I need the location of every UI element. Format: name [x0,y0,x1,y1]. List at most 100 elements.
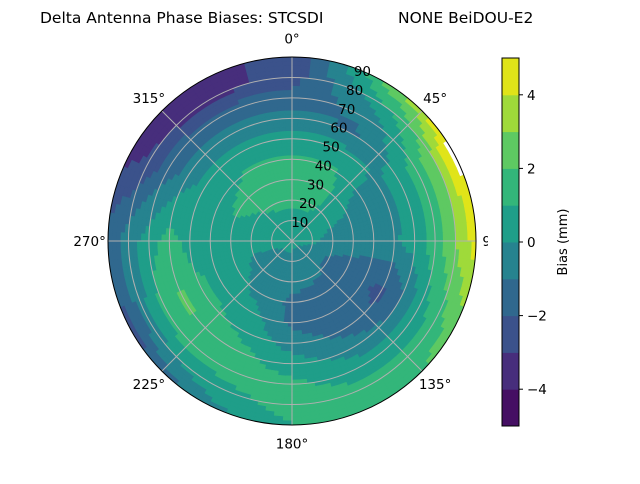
contour-cell [286,355,292,359]
contour-cell [283,326,288,330]
contour-cell [227,238,231,241]
contour-cell [286,347,292,351]
contour-cell [218,241,222,245]
contour-cell [227,241,231,244]
contour-cell [447,233,451,241]
contour-cell [149,241,153,248]
contour-cell [292,351,298,355]
contour-cell [297,330,302,334]
contour-cell [366,237,370,241]
contour-cell [439,233,443,241]
contour-cell [287,327,292,331]
contour-cell [427,241,431,248]
contour-cell [292,372,299,376]
contour-cell [382,241,386,246]
contour-cell [198,236,202,241]
contour-cell [381,231,385,236]
contour-cell [141,233,145,241]
contour-cell [292,408,301,412]
contour-cell [149,234,153,241]
contour-cell [153,241,157,248]
contour-cell [292,127,298,131]
contour-cell [198,241,202,246]
contour-cell [222,241,226,245]
contour-cell [361,241,365,245]
contour-cell [288,315,292,319]
contour-cell [292,388,300,392]
contour-cell [296,310,300,314]
contour-cell [410,235,414,241]
contour-cell [296,151,301,155]
contour-cell [286,359,292,363]
contour-cell [285,372,292,376]
contour-cell [292,110,299,114]
contour-cell [194,241,198,246]
contour-cell [297,147,302,151]
contour-cell [353,241,357,244]
contour-cell [169,241,173,247]
contour-cell [377,232,381,237]
contour-cell [459,241,463,250]
contour-cell [288,306,292,310]
contour-cell [398,235,402,241]
contour-cell [292,163,296,167]
contour-cell [361,237,365,241]
contour-cell [292,86,300,90]
contour-cell [361,233,365,237]
contour-cell [292,319,296,323]
contour-cell [292,323,296,327]
contour-cell [402,241,406,247]
contour-cell [287,331,292,335]
contour-cell [366,241,370,245]
contour-cell [133,241,137,249]
contour-cell [406,235,410,241]
contour-cell [116,241,120,250]
contour-cell [210,241,214,245]
contour-cell [464,232,468,241]
contour-cell [161,241,165,248]
contour-cell [374,237,378,241]
contour-cell [447,241,451,249]
contour-cell [406,241,410,247]
contour-cell [141,241,145,249]
contour-cell [133,233,137,241]
contour-cell [120,241,124,250]
contour-cell [423,241,427,248]
contour-cell [402,235,406,241]
contour-cell [169,235,173,241]
contour-cell [292,302,295,306]
contour-cell [374,241,378,245]
contour-cell [292,82,300,86]
contour-cell [398,241,402,247]
contour-cell [382,236,386,241]
contour-cell [292,159,296,163]
contour-cell [292,139,297,143]
contour-cell [286,351,292,355]
contour-cell [378,241,382,246]
contour-cell [161,234,165,241]
contour-cell [390,236,394,241]
contour-cell [288,310,292,314]
contour-cell [292,331,297,335]
contour-cell [296,326,301,330]
contour-cell [353,238,357,241]
contour-cell [214,245,218,249]
contour-cell [194,246,198,251]
contour-cell [202,245,206,250]
contour-cell [283,417,292,421]
contour-cell [292,155,296,159]
contour-cell [292,176,295,180]
chart-title-left: Delta Antenna Phase Biases: STCSDI [40,9,323,27]
contour-cell [464,241,468,250]
contour-cell [292,355,298,359]
contour-cell [410,241,414,247]
contour-cell [386,236,390,241]
contour-cell [292,102,299,106]
contour-cell [468,241,472,250]
contour-cell [288,323,292,327]
contour-cell [292,118,298,122]
contour-cell [292,392,300,396]
contour-cell [292,368,299,372]
contour-cell [210,237,214,241]
contour-cell [178,241,182,247]
